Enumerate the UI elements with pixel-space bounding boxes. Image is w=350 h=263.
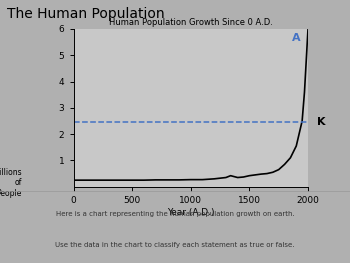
Text: The Human Population: The Human Population (7, 7, 164, 21)
Text: K: K (317, 117, 326, 127)
Text: A: A (292, 33, 301, 43)
X-axis label: Year (A.D.): Year (A.D.) (167, 208, 215, 216)
Text: Here is a chart representing the human population growth on earth.: Here is a chart representing the human p… (56, 211, 294, 217)
Title: Human Population Growth Since 0 A.D.: Human Population Growth Since 0 A.D. (109, 18, 273, 27)
Y-axis label: Billions
of
People: Billions of People (0, 168, 22, 198)
Text: Use the data in the chart to classify each statement as true or false.: Use the data in the chart to classify ea… (55, 242, 295, 248)
